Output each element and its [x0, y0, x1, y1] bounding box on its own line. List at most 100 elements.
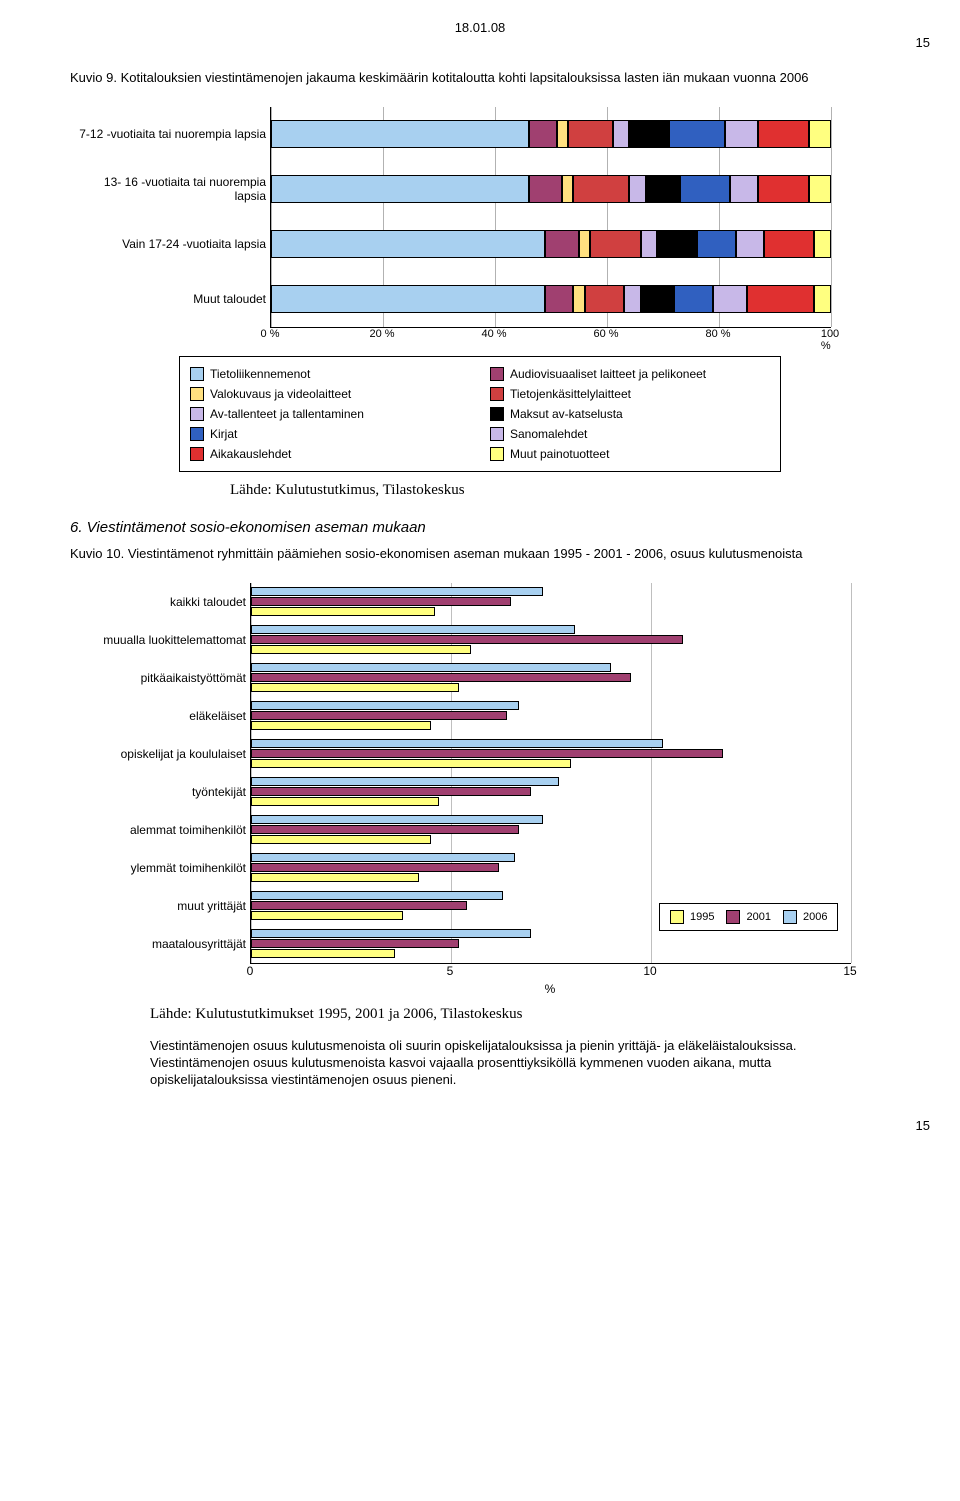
chart2-bar — [251, 777, 559, 786]
chart1-bar-segment — [271, 120, 529, 148]
chart1-bar-segment — [613, 120, 630, 148]
chart2-bar — [251, 597, 511, 606]
legend-swatch — [670, 910, 684, 924]
chart1-bar-segment — [271, 175, 529, 203]
chart1-bar-segment — [814, 230, 831, 258]
chart1-tick-label: 20 % — [369, 328, 394, 340]
legend-item: Kirjat — [190, 427, 470, 441]
chart1-tick-label: 80 % — [705, 328, 730, 340]
chart2-category-label: ylemmät toimihenkilöt — [71, 861, 246, 875]
chart1-bar-segment — [646, 175, 680, 203]
page-number-top: 15 — [30, 35, 930, 50]
legend-item: 2006 — [783, 910, 827, 924]
legend-item: Tietoliikennemenot — [190, 367, 470, 381]
body-paragraph-1: Viestintämenojen osuus kulutusmenoista o… — [150, 1038, 870, 1089]
legend-swatch — [726, 910, 740, 924]
chart1-bar-segment — [573, 175, 629, 203]
header-date: 18.01.08 — [30, 20, 930, 35]
chart2-category-label: maatalousyrittäjät — [71, 937, 246, 951]
chart-2-xlabel: % — [250, 982, 850, 996]
chart2-bar — [251, 759, 571, 768]
chart1-bar-segment — [629, 175, 646, 203]
chart1-bar-segment — [758, 175, 808, 203]
legend-swatch — [190, 407, 204, 421]
chart2-bar — [251, 587, 543, 596]
chart1-bar-segment — [624, 285, 641, 313]
chart2-bar — [251, 853, 515, 862]
legend-item: Audiovisuaaliset laitteet ja pelikoneet — [490, 367, 770, 381]
legend-swatch — [783, 910, 797, 924]
chart1-bar-segment — [680, 175, 730, 203]
chart2-bar — [251, 815, 543, 824]
legend-label: 2001 — [746, 911, 770, 923]
chart1-category-label: 13- 16 -vuotiaita tai nuorempia lapsia — [71, 175, 266, 203]
legend-item: Aikakauslehdet — [190, 447, 470, 461]
legend-swatch — [190, 427, 204, 441]
chart1-bar-segment — [529, 175, 563, 203]
legend-label: Kirjat — [210, 427, 237, 441]
chart1-bar-segment — [529, 120, 557, 148]
chart2-bar — [251, 673, 631, 682]
chart2-bar — [251, 749, 723, 758]
kuvio10-title: Kuvio 10. Viestintämenot ryhmittäin pääm… — [70, 546, 870, 563]
chart2-bar — [251, 787, 531, 796]
legend-label: Muut painotuotteet — [510, 447, 609, 461]
chart1-tick-label: 40 % — [481, 328, 506, 340]
chart1-bar-segment — [641, 285, 675, 313]
chart1-category-label: Muut taloudet — [71, 292, 266, 306]
chart2-bar — [251, 663, 611, 672]
chart2-bar — [251, 739, 663, 748]
chart1-bar-segment — [271, 285, 545, 313]
chart1-bar-segment — [568, 120, 613, 148]
chart1-bar-segment — [545, 230, 579, 258]
chart1-bar-segment — [764, 230, 814, 258]
chart2-bar — [251, 873, 419, 882]
chart2-bar — [251, 901, 467, 910]
legend-swatch — [490, 407, 504, 421]
chart2-bar — [251, 835, 431, 844]
chart1-bar-segment — [585, 285, 624, 313]
chart1-bar-segment — [669, 120, 725, 148]
chart1-bar-segment — [629, 120, 668, 148]
chart2-tick-label: 10 — [643, 964, 656, 978]
chart1-bar-segment — [809, 120, 831, 148]
chart1-bar-segment — [697, 230, 736, 258]
chart2-bar — [251, 701, 519, 710]
chart2-bar — [251, 929, 531, 938]
chart1-bar-segment — [557, 120, 568, 148]
kuvio9-title: Kuvio 9. Kotitalouksien viestintämenojen… — [70, 70, 870, 87]
legend-item: Tietojenkäsittelylaitteet — [490, 387, 770, 401]
chart1-bar-segment — [590, 230, 640, 258]
chart2-bar — [251, 911, 403, 920]
chart1-bar-segment — [758, 120, 808, 148]
chart1-tick-label: 60 % — [593, 328, 618, 340]
legend-item: Muut painotuotteet — [490, 447, 770, 461]
source-1: Lähde: Kulutustutkimus, Tilastokeskus — [230, 482, 890, 499]
chart1-bar-segment — [809, 175, 831, 203]
chart1-bar-segment — [713, 285, 747, 313]
chart2-category-label: muualla luokittelemattomat — [71, 633, 246, 647]
chart2-category-label: eläkeläiset — [71, 709, 246, 723]
legend-swatch — [190, 367, 204, 381]
chart2-bar — [251, 891, 503, 900]
chart2-bar — [251, 625, 575, 634]
chart2-category-label: työntekijät — [71, 785, 246, 799]
legend-swatch — [490, 387, 504, 401]
chart1-category-label: Vain 17-24 -vuotiaita lapsia — [71, 237, 266, 251]
chart1-bar-segment — [736, 230, 764, 258]
legend-item: 2001 — [726, 910, 770, 924]
legend-item: Valokuvaus ja videolaitteet — [190, 387, 470, 401]
chart1-bar-segment — [545, 285, 573, 313]
chart1-bar-segment — [271, 230, 545, 258]
legend-swatch — [490, 447, 504, 461]
chart1-bar-segment — [747, 285, 814, 313]
chart1-bar-segment — [730, 175, 758, 203]
chart2-bar — [251, 635, 683, 644]
legend-label: 2006 — [803, 911, 827, 923]
chart1-tick-label: 100 % — [821, 328, 839, 352]
chart-1-legend: Tietoliikennemenot Audiovisuaaliset laitt… — [179, 356, 781, 472]
section-6-heading: 6. Viestintämenot sosio-ekonomisen asema… — [70, 519, 890, 536]
chart2-tick-label: 0 — [247, 964, 254, 978]
chart1-bar-segment — [674, 285, 713, 313]
chart2-tick-label: 15 — [843, 964, 856, 978]
